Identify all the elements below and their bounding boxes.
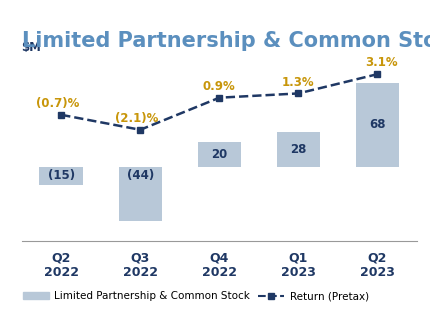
- Text: 1.3%: 1.3%: [282, 76, 315, 89]
- Text: $M: $M: [22, 41, 41, 54]
- Text: Limited Partnership & Common Stock: Limited Partnership & Common Stock: [22, 31, 430, 51]
- Bar: [197, 142, 241, 167]
- Text: (2.1)%: (2.1)%: [115, 112, 158, 125]
- Text: 0.9%: 0.9%: [203, 80, 236, 93]
- Bar: [40, 167, 83, 185]
- Text: (15): (15): [48, 169, 75, 182]
- Text: 68: 68: [369, 118, 386, 131]
- Text: (44): (44): [126, 169, 154, 182]
- Bar: [276, 132, 320, 167]
- Text: 3.1%: 3.1%: [365, 56, 398, 69]
- Bar: [119, 167, 162, 221]
- Text: 20: 20: [211, 148, 227, 161]
- Bar: [356, 83, 399, 167]
- Text: (0.7)%: (0.7)%: [36, 97, 79, 110]
- Legend: Limited Partnership & Common Stock, Return (Pretax): Limited Partnership & Common Stock, Retu…: [19, 287, 373, 305]
- Text: 28: 28: [290, 143, 307, 156]
